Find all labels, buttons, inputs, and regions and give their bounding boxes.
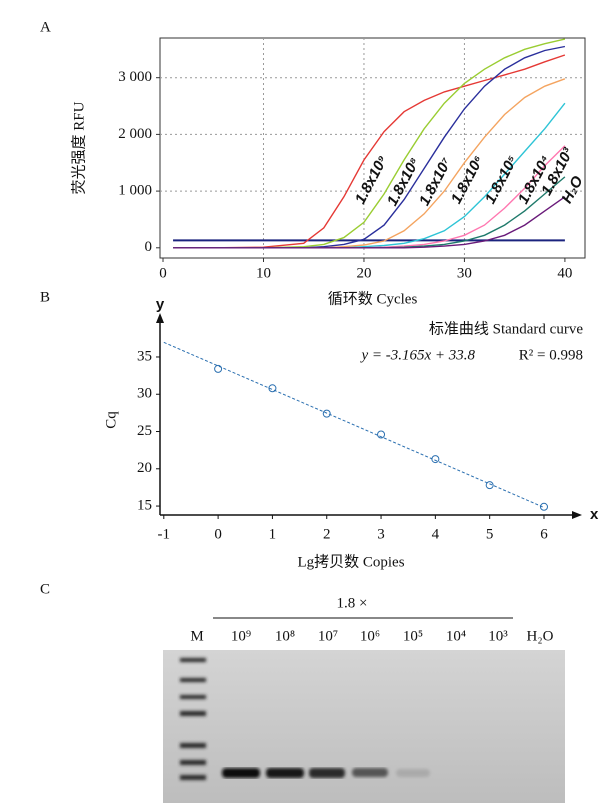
y-tick-label: 2 000 <box>118 126 152 142</box>
x-tick-label: 1 <box>269 526 277 542</box>
data-point <box>485 481 494 490</box>
lane-label: M <box>190 628 203 644</box>
x-tick-label: 0 <box>159 265 167 281</box>
y-axis-label: 荧光强度 RFU <box>70 101 87 194</box>
amplification-curve <box>173 196 566 249</box>
x-tick-label: 0 <box>214 526 222 542</box>
data-point <box>214 364 223 373</box>
data-point <box>431 455 440 464</box>
plot-frame <box>159 37 586 259</box>
x-tick-label: 2 <box>323 526 331 542</box>
y-tick-label: 30 <box>137 386 152 402</box>
y-axis-label: Cq <box>103 411 119 429</box>
x-tick-label: -1 <box>158 526 171 542</box>
x-tick-label: 3 <box>377 526 385 542</box>
x-tick-label: 40 <box>557 265 572 281</box>
x-tick-label: 5 <box>486 526 494 542</box>
y-arrow-label: y <box>156 296 165 313</box>
x-tick-label: 30 <box>457 265 472 281</box>
x-tick-label: 4 <box>432 526 440 542</box>
x-arrow-label: x <box>590 506 599 523</box>
panel-letter: A <box>40 19 51 35</box>
marker-bands <box>180 658 206 780</box>
x-arrow <box>572 511 582 519</box>
r-squared: R² = 0.998 <box>519 347 583 363</box>
lane-label: H₂O <box>527 628 554 644</box>
y-arrow <box>156 313 164 323</box>
fit-line <box>163 341 545 508</box>
x-tick-label: 6 <box>540 526 548 542</box>
y-tick-label: 15 <box>137 497 152 513</box>
y-tick-label: 0 <box>145 239 153 255</box>
lane-label: 10⁴ <box>446 628 466 644</box>
lane-label: 10³ <box>488 628 508 644</box>
panel-letter: B <box>40 289 50 305</box>
y-tick-label: 25 <box>137 423 152 439</box>
chart-title: 标准曲线 Standard curve <box>429 320 583 337</box>
panel-letter: C <box>40 581 50 597</box>
lane-label: 10⁷ <box>318 628 338 644</box>
y-tick-label: 20 <box>137 460 152 476</box>
data-point <box>377 430 386 439</box>
data-point <box>268 384 277 393</box>
amplification-curve <box>173 54 566 249</box>
x-tick-label: 20 <box>356 265 371 281</box>
lane-label: 10⁶ <box>360 628 380 644</box>
y-tick-label: 35 <box>137 348 152 364</box>
gel-image <box>163 650 565 803</box>
data-point <box>539 502 548 511</box>
lane-label: 10⁹ <box>231 628 251 644</box>
y-tick-label: 1 000 <box>118 183 152 199</box>
equation: y = -3.165x + 33.8 <box>359 347 475 363</box>
amplification-curve <box>173 38 566 249</box>
lane-label: 10⁸ <box>275 628 295 644</box>
gel-header: 1.8 × <box>337 595 368 611</box>
lane-label: 10⁵ <box>403 628 423 644</box>
amplification-curve <box>173 45 566 249</box>
x-axis-label: Lg拷贝数 Copies <box>297 553 404 570</box>
data-point <box>322 409 331 418</box>
y-tick-label: 3 000 <box>118 69 152 85</box>
x-tick-label: 10 <box>256 265 271 281</box>
x-axis-label: 循环数 Cycles <box>328 290 418 307</box>
sample-bands <box>222 768 430 778</box>
